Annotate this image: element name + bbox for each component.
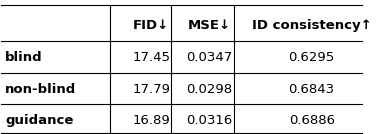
Text: 0.0316: 0.0316 xyxy=(186,114,232,127)
Text: non-blind: non-blind xyxy=(5,83,76,96)
Text: 0.0298: 0.0298 xyxy=(186,83,232,96)
Text: guidance: guidance xyxy=(5,114,73,127)
Text: 0.6886: 0.6886 xyxy=(289,114,335,127)
Text: FID↓: FID↓ xyxy=(133,18,169,31)
Text: 16.89: 16.89 xyxy=(132,114,170,127)
Text: MSE↓: MSE↓ xyxy=(187,18,230,31)
Text: 0.6843: 0.6843 xyxy=(289,83,335,96)
Text: 0.6295: 0.6295 xyxy=(288,51,335,64)
Text: 17.79: 17.79 xyxy=(132,83,170,96)
Text: ID consistency↑: ID consistency↑ xyxy=(252,18,372,31)
Text: 17.45: 17.45 xyxy=(132,51,170,64)
Text: 0.0347: 0.0347 xyxy=(186,51,232,64)
Text: blind: blind xyxy=(5,51,43,64)
